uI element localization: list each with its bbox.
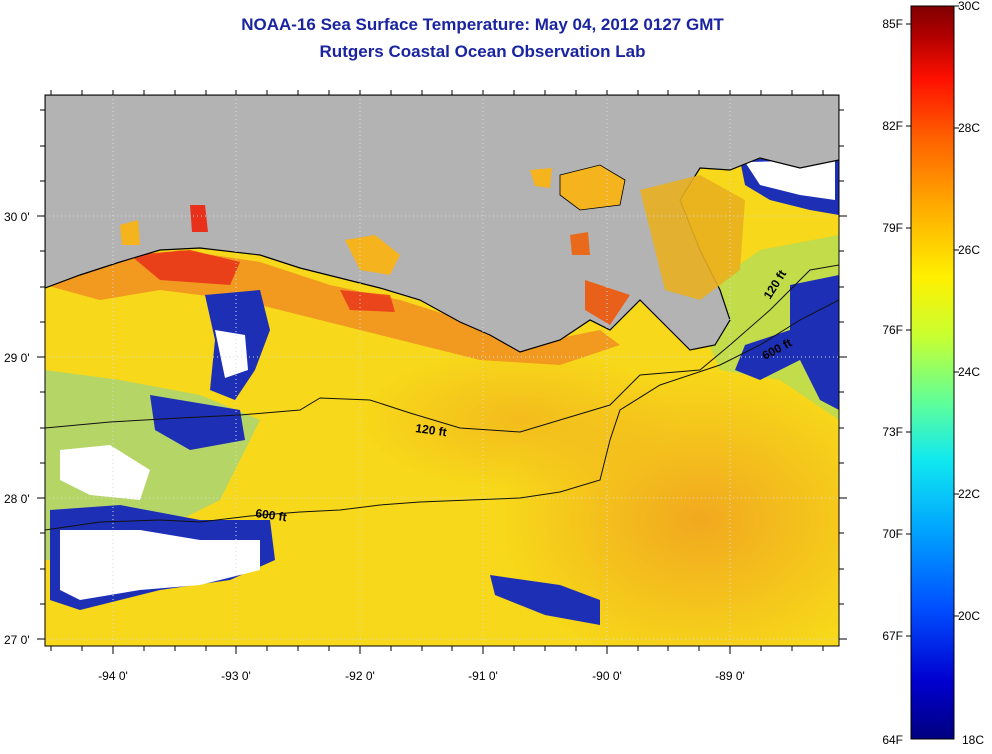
colorbar-f-label: 73F: [882, 425, 903, 439]
colorbar-c-label: 18C: [962, 733, 984, 747]
inland-water: [559, 164, 626, 211]
sst-field: [45, 95, 839, 646]
colorbar-f-label: 70F: [882, 527, 903, 541]
land-mask: [45, 95, 839, 353]
hot-spot: [340, 290, 395, 312]
lat-tick-label: 27 0': [4, 633, 30, 647]
lon-tick-label: -91 0': [468, 669, 498, 683]
colorbar-c-label: 28C: [958, 121, 980, 135]
hot-spot: [130, 250, 240, 285]
colorbar-c-label: 26C: [958, 243, 980, 257]
isobath-600ft: [45, 299, 839, 531]
map-title: NOAA-16 Sea Surface Temperature: May 04,…: [241, 15, 724, 34]
cool-water-region: [690, 235, 839, 420]
lat-tick-label: 28 0': [4, 492, 30, 506]
colorbar-c-label: 24C: [958, 365, 980, 379]
colorbar-f-label: 64F: [882, 733, 903, 747]
colorbar-f-label: 76F: [882, 323, 903, 337]
colorbar-c-label: 30C: [958, 0, 980, 13]
inland-water: [190, 205, 208, 232]
lon-tick-label: -90 0': [592, 669, 622, 683]
colorbar-f-label: 67F: [882, 629, 903, 643]
isobath-label: 120 ft: [415, 421, 448, 439]
lon-tick-label: -94 0': [98, 669, 128, 683]
axis-ticks: [37, 90, 847, 654]
inland-water: [570, 232, 590, 255]
colorbar-f-label: 82F: [882, 119, 903, 133]
inland-water: [530, 168, 552, 188]
graticule: [45, 95, 839, 646]
lon-tick-label: -93 0': [221, 669, 251, 683]
colorbar-c-label: 22C: [958, 487, 980, 501]
colorbar-c-label: 20C: [958, 609, 980, 623]
lat-tick-label: 30 0': [4, 210, 30, 224]
colorbar-ticks: [906, 5, 959, 637]
lon-tick-label: -92 0': [345, 669, 375, 683]
delta-marsh: [585, 280, 630, 325]
lon-tick-label: -89 0': [715, 669, 745, 683]
inland-water: [640, 175, 745, 300]
isobath-label: 600 ft: [255, 506, 288, 524]
colorbar-f-label: 79F: [882, 221, 903, 235]
warm-water-region: [360, 350, 680, 490]
isobath-120ft: [45, 264, 839, 433]
plot-frame: [44, 94, 840, 647]
colorbar-f-label: 85F: [882, 17, 903, 31]
cloud-mask: [50, 155, 839, 625]
inland-water: [120, 220, 140, 245]
inland-water: [345, 235, 400, 275]
map-subtitle: Rutgers Coastal Ocean Observation Lab: [319, 42, 646, 61]
colorbar: [910, 5, 955, 740]
lat-tick-label: 29 0': [4, 351, 30, 365]
